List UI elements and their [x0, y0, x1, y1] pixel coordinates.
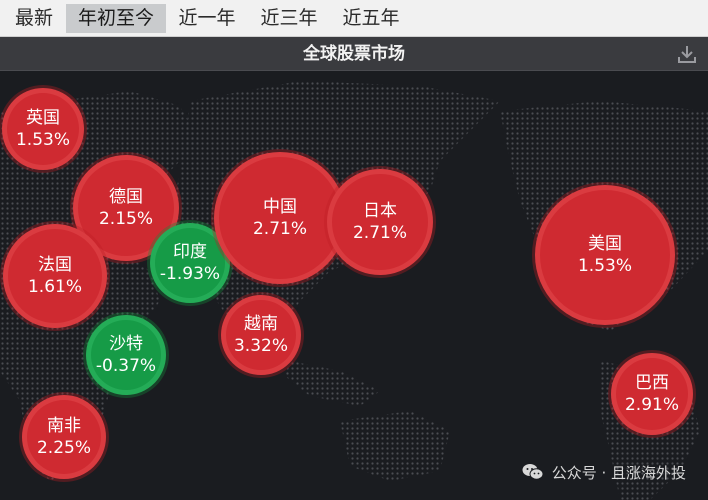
market-name: 美国 — [588, 234, 622, 254]
market-bubble-south-africa[interactable]: 南非 2.25% — [22, 395, 106, 479]
period-tabbar: 最新 年初至今 近一年 近三年 近五年 — [0, 0, 708, 37]
market-name: 法国 — [38, 255, 72, 275]
wechat-icon — [522, 464, 544, 480]
market-bubble-saudi[interactable]: 沙特 -0.37% — [86, 315, 166, 395]
market-bubble-uk[interactable]: 英国 1.53% — [2, 88, 84, 170]
panel-title: 全球股票市场 — [303, 44, 405, 64]
market-name: 印度 — [173, 242, 207, 262]
market-change: 2.91% — [624, 395, 679, 415]
download-icon[interactable] — [676, 43, 698, 65]
market-change: 1.61% — [27, 277, 82, 297]
tab-5y[interactable]: 近五年 — [342, 7, 400, 29]
global-market-panel: 全球股票市场 — [0, 37, 708, 500]
tab-ytd[interactable]: 年初至今 — [66, 4, 166, 33]
market-name: 越南 — [244, 314, 278, 334]
market-bubble-usa[interactable]: 美国 1.53% — [535, 185, 675, 325]
tab-1y[interactable]: 近一年 — [178, 7, 236, 29]
market-name: 南非 — [47, 416, 81, 436]
world-map: 英国 1.53% 德国 2.15% 法国 1.61% 印度 -1.93% 沙特 … — [0, 71, 708, 500]
market-bubble-brazil[interactable]: 巴西 2.91% — [611, 353, 693, 435]
market-change: 2.71% — [252, 219, 307, 239]
tab-latest[interactable]: 最新 — [14, 7, 53, 29]
market-change: -0.37% — [95, 356, 157, 376]
market-change: -1.93% — [159, 264, 221, 284]
market-change: 2.25% — [36, 438, 91, 458]
panel-header: 全球股票市场 — [0, 37, 708, 71]
tab-3y[interactable]: 近三年 — [260, 7, 318, 29]
market-name: 中国 — [263, 197, 297, 217]
watermark: 公众号 · 且涨海外投 — [522, 460, 686, 484]
market-bubble-japan[interactable]: 日本 2.71% — [327, 169, 433, 275]
market-bubble-france[interactable]: 法国 1.61% — [3, 224, 107, 328]
market-change: 2.71% — [352, 223, 407, 243]
market-bubble-china[interactable]: 中国 2.71% — [214, 152, 346, 284]
watermark-text: 公众号 · 且涨海外投 — [551, 463, 686, 482]
market-name: 英国 — [26, 108, 60, 128]
market-change: 2.15% — [98, 209, 153, 229]
market-change: 1.53% — [15, 130, 70, 150]
market-change: 1.53% — [577, 256, 632, 276]
market-name: 德国 — [109, 187, 143, 207]
market-change: 3.32% — [233, 336, 288, 356]
market-name: 巴西 — [635, 373, 669, 393]
market-bubble-vietnam[interactable]: 越南 3.32% — [221, 295, 301, 375]
market-name: 日本 — [363, 201, 397, 221]
market-name: 沙特 — [109, 334, 143, 354]
